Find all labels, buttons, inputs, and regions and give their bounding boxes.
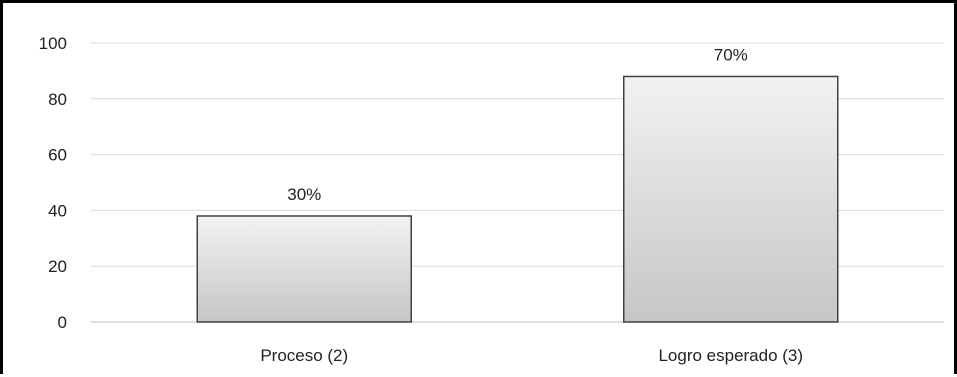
- y-axis-tick-labels: 0 20 40 60 80 100: [39, 34, 67, 332]
- y-tick-label: 80: [48, 90, 67, 109]
- x-axis-category-labels: Proceso (2) Logro esperado (3): [260, 346, 803, 365]
- bar: [196, 215, 412, 323]
- y-tick-label: 40: [48, 201, 67, 220]
- y-tick-label: 100: [39, 34, 67, 53]
- bar-chart: 0 20 40 60 80 100 30% 70% Proceso (2) Logro esp…: [39, 34, 944, 365]
- bar: [623, 75, 839, 323]
- x-category-label: Proceso (2): [260, 346, 348, 365]
- x-category-label: Logro esperado (3): [658, 346, 803, 365]
- y-tick-label: 0: [58, 313, 67, 332]
- bars: [196, 75, 839, 323]
- data-label: 70%: [714, 45, 748, 64]
- data-label: 30%: [287, 185, 321, 204]
- y-tick-label: 60: [48, 146, 67, 165]
- y-tick-label: 20: [48, 257, 67, 276]
- data-labels: 30% 70%: [287, 45, 748, 204]
